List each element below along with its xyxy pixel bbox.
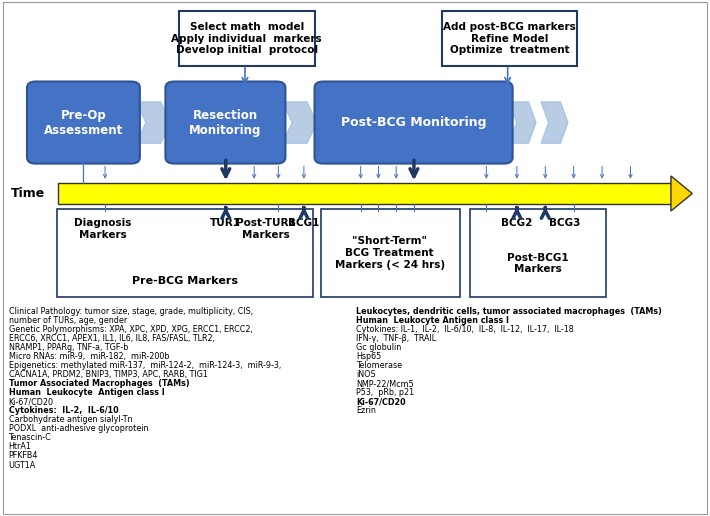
FancyBboxPatch shape (57, 209, 313, 297)
Text: PFKFB4: PFKFB4 (9, 452, 38, 460)
Text: Post-BCG1
Markers: Post-BCG1 Markers (507, 253, 568, 274)
Text: Cytokines: IL-1,  IL-2,  IL-6/10,  IL-8,  IL-12,  IL-17,  IL-18: Cytokines: IL-1, IL-2, IL-6/10, IL-8, IL… (356, 325, 574, 334)
Text: Clinical Pathology: tumor size, stage, grade, multiplicity, CIS,: Clinical Pathology: tumor size, stage, g… (9, 307, 253, 316)
Text: Cytokines:  IL-2,  IL-6/10: Cytokines: IL-2, IL-6/10 (9, 407, 118, 415)
FancyBboxPatch shape (315, 82, 513, 164)
Text: TUR1: TUR1 (210, 218, 241, 228)
Text: Post-BCG Monitoring: Post-BCG Monitoring (341, 116, 486, 129)
Text: Pre-Op
Assessment: Pre-Op Assessment (44, 108, 123, 137)
Text: Select math  model
Apply individual  markers
Develop initial  protocol: Select math model Apply individual marke… (171, 22, 322, 55)
Text: iNOS: iNOS (356, 370, 376, 379)
Text: Carbohydrate antigen sialyl-Tn: Carbohydrate antigen sialyl-Tn (9, 415, 132, 424)
Text: Ki-67/CD20: Ki-67/CD20 (9, 397, 53, 406)
Text: Micro RNAs: miR-9,  miR-182,  miR-200b: Micro RNAs: miR-9, miR-182, miR-200b (9, 352, 169, 361)
Polygon shape (136, 102, 170, 143)
Text: Diagnosis
Markers: Diagnosis Markers (75, 218, 131, 240)
Text: BCG1: BCG1 (288, 218, 320, 228)
Text: CACNA1A, PRDM2, BNIP3, TIMP3, APC, RARB, TIG1: CACNA1A, PRDM2, BNIP3, TIMP3, APC, RARB,… (9, 370, 207, 379)
Text: Tenascin-C: Tenascin-C (9, 433, 51, 442)
Text: number of TURs, age, gender: number of TURs, age, gender (9, 316, 127, 325)
Text: Human  Leukocyte Antigen class I: Human Leukocyte Antigen class I (356, 316, 509, 325)
Text: IFN-γ,  TNF-β,  TRAIL: IFN-γ, TNF-β, TRAIL (356, 334, 437, 343)
Text: Leukocytes, dendritic cells, tumor associated macrophages  (TAMs): Leukocytes, dendritic cells, tumor assoc… (356, 307, 662, 316)
FancyBboxPatch shape (179, 11, 315, 66)
Text: Gc globulin: Gc globulin (356, 343, 402, 352)
Polygon shape (541, 102, 568, 143)
Text: NRAMP1, PPARg, TNF-a, TGF-b: NRAMP1, PPARg, TNF-a, TGF-b (9, 343, 128, 352)
Text: Epigenetics: methylated miR-137,  miR-124-2,  miR-124-3,  miR-9-3,: Epigenetics: methylated miR-137, miR-124… (9, 361, 280, 370)
Text: ERCC6, XRCC1, APEX1, IL1, IL6, IL8, FAS/FASL, TLR2,: ERCC6, XRCC1, APEX1, IL1, IL6, IL8, FAS/… (9, 334, 214, 343)
Text: Resection
Monitoring: Resection Monitoring (190, 108, 261, 137)
Text: Human  Leukocyte  Antigen class I: Human Leukocyte Antigen class I (9, 388, 164, 397)
Text: Ki-67/CD20: Ki-67/CD20 (356, 397, 406, 406)
FancyBboxPatch shape (321, 209, 460, 297)
Polygon shape (671, 176, 692, 211)
Text: P53,  pRb, p21: P53, pRb, p21 (356, 388, 415, 397)
Text: Tumor Associated Macrophages  (TAMs): Tumor Associated Macrophages (TAMs) (9, 379, 189, 388)
Text: PODXL  anti-adhesive glycoprotein: PODXL anti-adhesive glycoprotein (9, 424, 148, 433)
Text: "Short-Term"
BCG Treatment
Markers (< 24 hrs): "Short-Term" BCG Treatment Markers (< 24… (334, 236, 445, 270)
Text: Pre-BCG Markers: Pre-BCG Markers (131, 277, 238, 286)
Text: Time: Time (11, 187, 45, 200)
FancyBboxPatch shape (27, 82, 140, 164)
Text: HtrA1: HtrA1 (9, 443, 31, 452)
Text: Post-TUR1
Markers: Post-TUR1 Markers (236, 218, 296, 240)
Bar (58, 183, 671, 204)
Text: NMP-22/Mcm5: NMP-22/Mcm5 (356, 379, 414, 388)
Text: Hsp65: Hsp65 (356, 352, 382, 361)
Text: Genetic Polymorphisms: XPA, XPC, XPD, XPG, ERCC1, ERCC2,: Genetic Polymorphisms: XPA, XPC, XPD, XP… (9, 325, 252, 334)
Text: BCG2: BCG2 (501, 218, 532, 228)
FancyBboxPatch shape (470, 209, 606, 297)
FancyBboxPatch shape (165, 82, 285, 164)
Text: Ezrin: Ezrin (356, 407, 376, 415)
FancyBboxPatch shape (442, 11, 577, 66)
Text: UGT1A: UGT1A (9, 461, 36, 470)
Text: BCG3: BCG3 (549, 218, 580, 228)
Text: Add post-BCG markers
Refine Model
Optimize  treatment: Add post-BCG markers Refine Model Optimi… (443, 22, 576, 55)
Polygon shape (509, 102, 536, 143)
Text: Telomerase: Telomerase (356, 361, 403, 370)
Polygon shape (283, 102, 317, 143)
